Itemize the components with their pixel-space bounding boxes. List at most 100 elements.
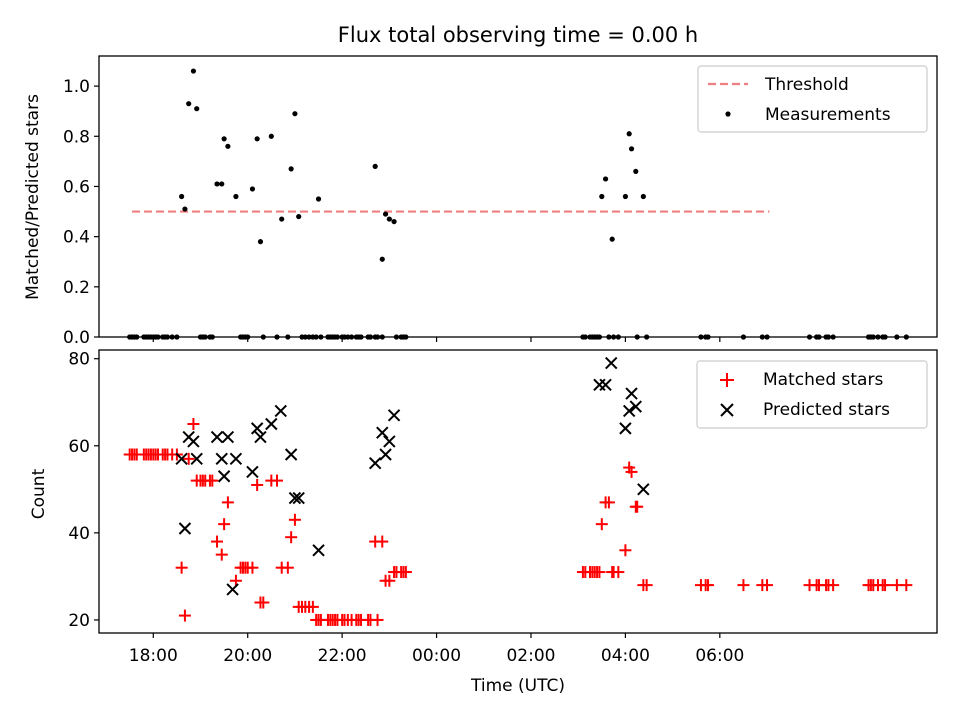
top-y-axis-label: Matched/Predicted stars <box>23 94 43 300</box>
matched-star-point <box>251 478 264 491</box>
matched-star-point <box>625 465 638 478</box>
matched-star-point <box>215 548 228 561</box>
predicted-star-point <box>274 404 287 418</box>
bottom-x-tick-label: 02:00 <box>506 646 555 666</box>
bottom-y-tick-label: 60 <box>68 437 90 457</box>
predicted-star-point <box>368 456 382 470</box>
matched-star-point <box>371 613 384 626</box>
predicted-star-point <box>229 452 243 466</box>
predicted-star-point <box>254 430 267 444</box>
bottom-x-tick-label: 04:00 <box>601 646 650 666</box>
top-y-tick-label: 0.8 <box>63 127 90 147</box>
measurement-point <box>372 163 378 169</box>
top-panel: 0.0 0.2 0.4 0.6 0.8 1.0 Matched/Predicted sta… <box>23 55 938 348</box>
predicted-star-point <box>622 404 636 418</box>
matched-star-point <box>206 474 219 487</box>
measurement-point <box>633 168 639 175</box>
predicted-star-point <box>284 448 298 461</box>
bottom-y-tick-label: 20 <box>68 611 90 631</box>
measurement-point <box>179 193 185 200</box>
bottom-y-ticks: 20 40 60 80 <box>68 350 99 631</box>
bottom-x-tick-label: 06:00 <box>695 646 744 666</box>
matched-star-point <box>595 518 608 531</box>
top-x-ticks <box>152 337 721 342</box>
matched-star-point <box>376 535 389 548</box>
predicted-star-point <box>265 417 278 431</box>
top-panel-marks <box>127 68 909 340</box>
bottom-x-tick-label: 18:00 <box>129 646 178 666</box>
predicted-star-point <box>619 422 632 435</box>
matched-star-point <box>602 496 615 509</box>
measurement-point <box>382 211 389 217</box>
bottom-x-tick-label: 20:00 <box>223 646 272 666</box>
predicted-star-point <box>605 356 618 370</box>
predicted-star-point <box>215 452 228 466</box>
top-panel-frame <box>98 55 938 338</box>
matched-star-point <box>737 579 750 592</box>
matched-star-point <box>640 579 653 592</box>
measurement-point <box>626 131 632 137</box>
matched-star-point <box>281 561 294 574</box>
top-legend-box <box>697 65 928 133</box>
matched-star-point <box>211 535 224 548</box>
matched-star-point <box>221 496 234 509</box>
predicted-star-point <box>629 400 642 413</box>
measurement-point <box>622 193 629 200</box>
top-y-ticks: 0.0 0.2 0.4 0.6 0.8 1.0 <box>63 77 99 348</box>
matched-star-point <box>383 574 396 587</box>
predicted-star-point <box>226 583 239 596</box>
bottom-x-ticks: 18:00 20:00 22:00 00:00 02:00 04:00 06:00 <box>129 633 744 666</box>
legend-measurements-label: Measurements <box>765 105 891 125</box>
matched-star-point <box>175 561 188 574</box>
measurement-point <box>186 101 192 107</box>
matched-star-point <box>900 579 913 592</box>
measurement-point <box>628 146 635 152</box>
bottom-x-tick-label: 22:00 <box>318 646 367 666</box>
predicted-star-point <box>292 491 305 505</box>
matched-star-point <box>288 513 301 526</box>
matched-star-point <box>306 600 319 613</box>
matched-star-point <box>399 566 412 579</box>
measurement-point <box>221 136 227 142</box>
bottom-y-tick-label: 80 <box>68 350 90 370</box>
predicted-star-point <box>387 409 401 422</box>
predicted-star-point <box>221 430 235 444</box>
measurement-point <box>315 196 322 202</box>
matched-star-point <box>593 566 606 579</box>
measurement-point <box>249 186 256 192</box>
matched-star-point <box>182 452 195 465</box>
measurement-point <box>386 216 392 222</box>
legend-matched-label: Matched stars <box>763 370 883 390</box>
predicted-star-point <box>210 430 224 444</box>
measurement-point <box>214 181 220 187</box>
measurement-point <box>225 143 231 149</box>
matched-star-point <box>178 609 191 622</box>
matched-star-point <box>879 579 892 592</box>
measurement-point <box>640 193 646 200</box>
predicted-star-point <box>637 483 650 496</box>
matched-star-point <box>761 579 774 592</box>
predicted-star-point <box>187 435 200 448</box>
predicted-star-point <box>246 465 259 479</box>
measurement-point <box>379 256 385 262</box>
legend-threshold-label: Threshold <box>764 75 849 95</box>
bottom-legend-box <box>696 360 928 429</box>
matched-star-point <box>257 596 270 609</box>
bottom-panel-marks <box>123 356 913 626</box>
matched-star-point <box>285 531 298 544</box>
measurement-point <box>233 193 239 200</box>
legend-matched-swatch <box>720 373 734 387</box>
bottom-panel: 20 40 60 80 18:00 20:00 22:00 00:00 02:00 04:00 0… <box>29 349 938 696</box>
legend-predicted-label: Predicted stars <box>763 400 890 420</box>
legend-predicted-swatch <box>720 403 734 417</box>
matched-star-point <box>270 474 283 487</box>
legend-measurements-swatch <box>725 111 731 117</box>
bottom-x-tick-label: 00:00 <box>412 646 461 666</box>
predicted-star-point <box>376 426 389 439</box>
matched-star-point <box>702 579 715 592</box>
predicted-star-point <box>625 387 638 400</box>
measurement-point <box>257 239 264 245</box>
measurement-point <box>602 176 609 182</box>
top-y-tick-label: 1.0 <box>63 77 90 97</box>
bottom-y-tick-label: 40 <box>68 524 90 544</box>
